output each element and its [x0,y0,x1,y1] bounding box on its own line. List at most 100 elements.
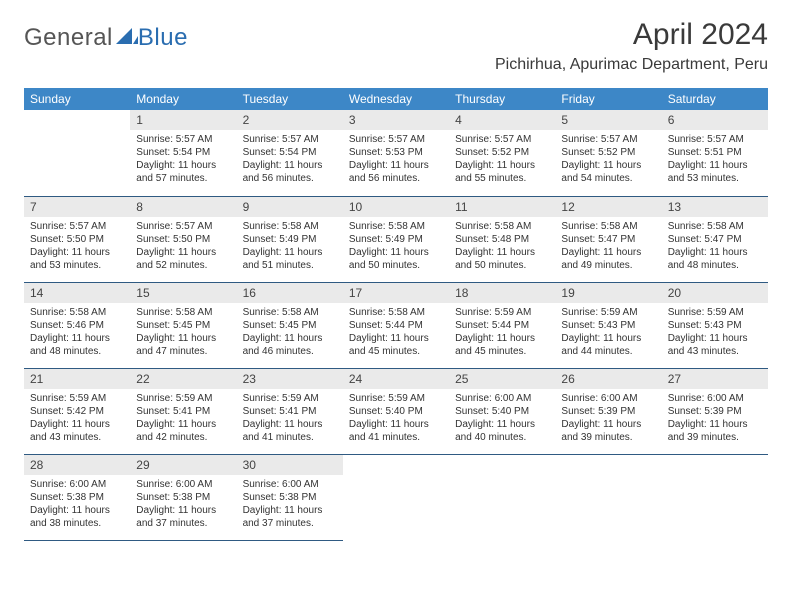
sunset-line: Sunset: 5:53 PM [349,146,443,159]
sunset-line: Sunset: 5:38 PM [243,491,337,504]
sunset-line: Sunset: 5:38 PM [30,491,124,504]
sunrise-line: Sunrise: 5:58 AM [136,306,230,319]
daylight-line: Daylight: 11 hours and 41 minutes. [243,418,337,444]
day-number: 6 [662,110,768,130]
daylight-line: Daylight: 11 hours and 37 minutes. [243,504,337,530]
day-number: 30 [237,455,343,475]
weekday-header: Tuesday [237,88,343,110]
calendar-day-cell: 3Sunrise: 5:57 AMSunset: 5:53 PMDaylight… [343,110,449,196]
day-info: Sunrise: 5:59 AMSunset: 5:42 PMDaylight:… [24,389,130,449]
daylight-line: Daylight: 11 hours and 44 minutes. [561,332,655,358]
calendar-day-cell: 26Sunrise: 6:00 AMSunset: 5:39 PMDayligh… [555,368,661,454]
daylight-line: Daylight: 11 hours and 51 minutes. [243,246,337,272]
calendar-day-cell: 17Sunrise: 5:58 AMSunset: 5:44 PMDayligh… [343,282,449,368]
sunrise-line: Sunrise: 6:00 AM [668,392,762,405]
calendar-day-cell: 25Sunrise: 6:00 AMSunset: 5:40 PMDayligh… [449,368,555,454]
daylight-line: Daylight: 11 hours and 56 minutes. [243,159,337,185]
day-info: Sunrise: 5:58 AMSunset: 5:45 PMDaylight:… [130,303,236,363]
day-number: 9 [237,197,343,217]
calendar-day-cell: 27Sunrise: 6:00 AMSunset: 5:39 PMDayligh… [662,368,768,454]
calendar-day-cell: 19Sunrise: 5:59 AMSunset: 5:43 PMDayligh… [555,282,661,368]
sunset-line: Sunset: 5:39 PM [561,405,655,418]
day-info: Sunrise: 5:57 AMSunset: 5:53 PMDaylight:… [343,130,449,190]
sunset-line: Sunset: 5:49 PM [349,233,443,246]
day-number: 25 [449,369,555,389]
calendar-day-cell: 18Sunrise: 5:59 AMSunset: 5:44 PMDayligh… [449,282,555,368]
calendar-table: Sunday Monday Tuesday Wednesday Thursday… [24,88,768,541]
calendar-day-cell: 13Sunrise: 5:58 AMSunset: 5:47 PMDayligh… [662,196,768,282]
sunrise-line: Sunrise: 5:59 AM [668,306,762,319]
calendar-week-row: ..1Sunrise: 5:57 AMSunset: 5:54 PMDaylig… [24,110,768,196]
sunset-line: Sunset: 5:45 PM [136,319,230,332]
sunset-line: Sunset: 5:40 PM [349,405,443,418]
sunrise-line: Sunrise: 5:57 AM [349,133,443,146]
weekday-header: Friday [555,88,661,110]
day-number: 21 [24,369,130,389]
daylight-line: Daylight: 11 hours and 50 minutes. [349,246,443,272]
day-info: Sunrise: 5:58 AMSunset: 5:47 PMDaylight:… [555,217,661,277]
day-number: 26 [555,369,661,389]
day-number: 8 [130,197,236,217]
sunset-line: Sunset: 5:50 PM [30,233,124,246]
sunset-line: Sunset: 5:54 PM [243,146,337,159]
calendar-day-cell: 28Sunrise: 6:00 AMSunset: 5:38 PMDayligh… [24,454,130,540]
calendar-day-cell: .. [662,454,768,540]
day-number: 27 [662,369,768,389]
weekday-header: Monday [130,88,236,110]
weekday-header: Wednesday [343,88,449,110]
day-info: Sunrise: 6:00 AMSunset: 5:38 PMDaylight:… [237,475,343,535]
month-title: April 2024 [495,18,768,52]
sunset-line: Sunset: 5:42 PM [30,405,124,418]
sunset-line: Sunset: 5:43 PM [561,319,655,332]
sunrise-line: Sunrise: 5:57 AM [668,133,762,146]
day-info: Sunrise: 6:00 AMSunset: 5:39 PMDaylight:… [662,389,768,449]
day-info: Sunrise: 5:59 AMSunset: 5:43 PMDaylight:… [662,303,768,363]
day-number: 7 [24,197,130,217]
day-number: 5 [555,110,661,130]
sunrise-line: Sunrise: 5:59 AM [455,306,549,319]
day-number: 12 [555,197,661,217]
calendar-week-row: 21Sunrise: 5:59 AMSunset: 5:42 PMDayligh… [24,368,768,454]
day-number: 13 [662,197,768,217]
day-info: Sunrise: 5:59 AMSunset: 5:41 PMDaylight:… [130,389,236,449]
daylight-line: Daylight: 11 hours and 46 minutes. [243,332,337,358]
calendar-day-cell: .. [449,454,555,540]
sunrise-line: Sunrise: 6:00 AM [136,478,230,491]
day-number: 11 [449,197,555,217]
sunset-line: Sunset: 5:49 PM [243,233,337,246]
calendar-day-cell: .. [24,110,130,196]
daylight-line: Daylight: 11 hours and 48 minutes. [668,246,762,272]
day-info: Sunrise: 5:59 AMSunset: 5:40 PMDaylight:… [343,389,449,449]
sunset-line: Sunset: 5:40 PM [455,405,549,418]
day-number: 19 [555,283,661,303]
day-info: Sunrise: 5:57 AMSunset: 5:54 PMDaylight:… [237,130,343,190]
sunset-line: Sunset: 5:51 PM [668,146,762,159]
weekday-header: Saturday [662,88,768,110]
day-number: 18 [449,283,555,303]
day-number: 14 [24,283,130,303]
daylight-line: Daylight: 11 hours and 43 minutes. [668,332,762,358]
day-number: 10 [343,197,449,217]
daylight-line: Daylight: 11 hours and 39 minutes. [561,418,655,444]
day-info: Sunrise: 5:58 AMSunset: 5:49 PMDaylight:… [237,217,343,277]
sunset-line: Sunset: 5:43 PM [668,319,762,332]
sunset-line: Sunset: 5:52 PM [455,146,549,159]
sunset-line: Sunset: 5:39 PM [668,405,762,418]
logo-text-blue: Blue [138,24,188,52]
calendar-day-cell: .. [343,454,449,540]
day-number: 4 [449,110,555,130]
day-number: 16 [237,283,343,303]
sunrise-line: Sunrise: 5:59 AM [30,392,124,405]
day-info: Sunrise: 6:00 AMSunset: 5:39 PMDaylight:… [555,389,661,449]
calendar-day-cell: 4Sunrise: 5:57 AMSunset: 5:52 PMDaylight… [449,110,555,196]
daylight-line: Daylight: 11 hours and 39 minutes. [668,418,762,444]
sunset-line: Sunset: 5:54 PM [136,146,230,159]
daylight-line: Daylight: 11 hours and 56 minutes. [349,159,443,185]
calendar-day-cell: 14Sunrise: 5:58 AMSunset: 5:46 PMDayligh… [24,282,130,368]
calendar-day-cell: 21Sunrise: 5:59 AMSunset: 5:42 PMDayligh… [24,368,130,454]
sunset-line: Sunset: 5:44 PM [455,319,549,332]
sunset-line: Sunset: 5:45 PM [243,319,337,332]
day-info: Sunrise: 5:58 AMSunset: 5:45 PMDaylight:… [237,303,343,363]
day-info: Sunrise: 6:00 AMSunset: 5:40 PMDaylight:… [449,389,555,449]
daylight-line: Daylight: 11 hours and 53 minutes. [668,159,762,185]
